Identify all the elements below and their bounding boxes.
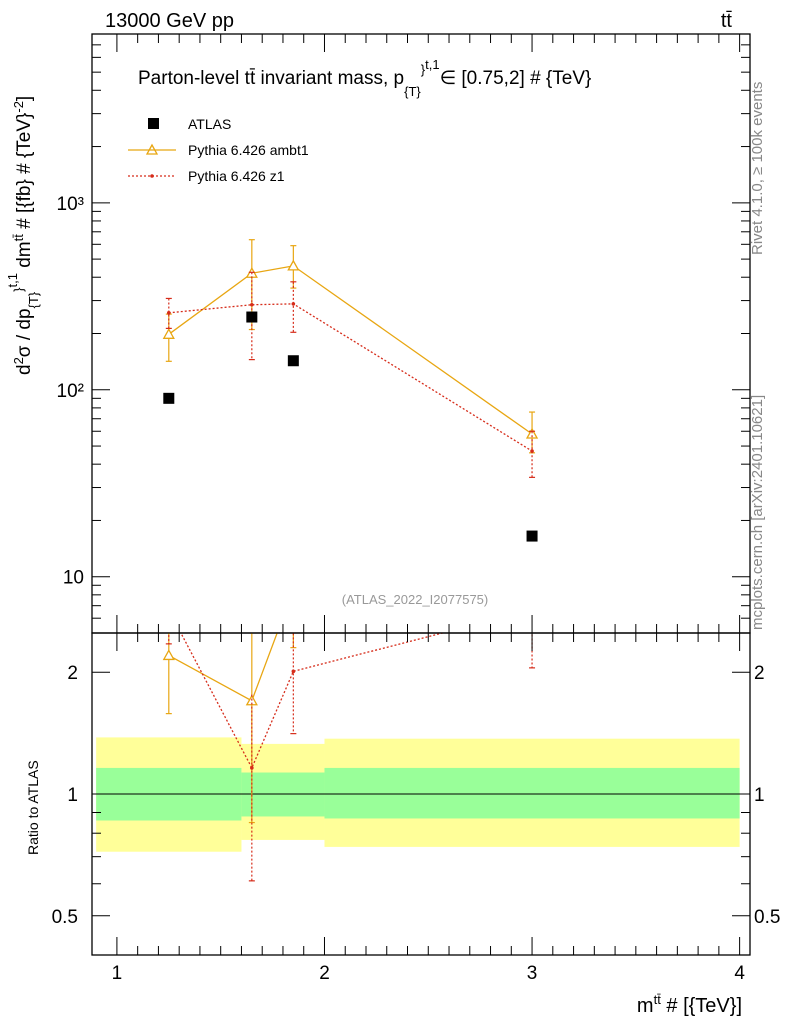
ratio-ytick-label-right: 2 [754, 663, 765, 684]
ratio-point-z1 [167, 608, 171, 612]
ratio-y-axis-label: Ratio to ATLAS [25, 760, 41, 855]
main-point-atlas [526, 530, 538, 542]
ratio-ytick-label-left: 2 [67, 663, 78, 684]
main-point-atlas [163, 392, 175, 404]
main-line-ambt1 [168, 265, 533, 435]
mcplots-site-label: mcplots.cern.ch [arXiv:2401.10621] [749, 395, 766, 630]
main-point-ambt1 [287, 259, 300, 271]
legend-item-ambt1: Pythia 6.426 ambt1 [128, 142, 309, 158]
ratio-ytick-label-left: 1 [67, 785, 78, 806]
main-point-z1 [291, 302, 296, 306]
ratio-panel: 1 2 3 4 0.5 0.5 1 1 2 2 Ratio to ATLAS [25, 569, 780, 984]
ratio-point-ambt1 [288, 585, 298, 594]
ratio-point-z1 [291, 669, 296, 674]
chart-title: Parton-level tt̄ invariant mass, p{T}}t,… [138, 57, 591, 99]
ratio-xtick-label: 3 [527, 963, 538, 984]
main-point-z1 [250, 302, 254, 307]
ratio-band-green-2 [324, 767, 740, 819]
legend-atlas-marker [148, 118, 159, 129]
main-panel: (ATLAS_2022_I2077575) Parton-level tt̄ i… [5, 33, 751, 634]
main-point-z1 [530, 449, 534, 453]
main-point-atlas [246, 311, 258, 323]
legend-atlas-label: ATLAS [188, 116, 231, 132]
ratio-xtick-label: 1 [112, 963, 123, 984]
main-point-ambt1 [162, 327, 175, 339]
ratio-point-z1 [530, 608, 534, 612]
legend-z1-marker [150, 174, 154, 178]
main-watermark: (ATLAS_2022_I2077575) [342, 592, 488, 607]
main-point-atlas [287, 355, 299, 367]
legend-item-atlas: ATLAS [148, 116, 231, 132]
ratio-point-z1 [250, 766, 254, 770]
ratio-xtick-label: 2 [319, 963, 330, 984]
rivet-version-label: Rivet 4.1.0, ≥ 100k events [749, 82, 766, 255]
ratio-xtick-label: 4 [734, 963, 745, 984]
ratio-line-ambt1 [168, 633, 278, 702]
ratio-line-z1 [180, 633, 446, 770]
main-line-z1 [168, 303, 533, 452]
ratio-ytick-label-left: 0.5 [52, 907, 78, 928]
header-process-label: tt̄ [721, 10, 733, 32]
legend-ambt1-marker [145, 143, 159, 155]
main-point-z1 [167, 311, 171, 315]
ratio-point-ambt1 [162, 649, 175, 661]
main-ytick-label: 10 [63, 568, 84, 589]
header-energy-label: 13000 GeV pp [105, 10, 234, 32]
x-axis-label: mtt̄ # [{TeV}] [637, 992, 742, 1017]
legend-ambt1-label: Pythia 6.426 ambt1 [188, 142, 309, 158]
legend-item-z1: Pythia 6.426 z1 [128, 168, 285, 184]
legend: ATLAS Pythia 6.426 ambt1 Pythia 6.426 z1 [128, 116, 309, 184]
legend-z1-label: Pythia 6.426 z1 [188, 168, 285, 184]
main-ytick-label: 10³ [57, 194, 84, 215]
main-y-axis-label: d2σ / dp{T}}t,1 dmtt̄ # [{fb} # {TeV}-2] [5, 96, 41, 375]
main-ytick-label: 10² [57, 381, 84, 402]
ratio-ytick-label-right: 1 [754, 785, 765, 806]
ratio-point-ambt1 [527, 569, 537, 578]
ratio-ytick-label-right: 0.5 [754, 907, 780, 928]
main-point-ambt1 [525, 427, 539, 439]
